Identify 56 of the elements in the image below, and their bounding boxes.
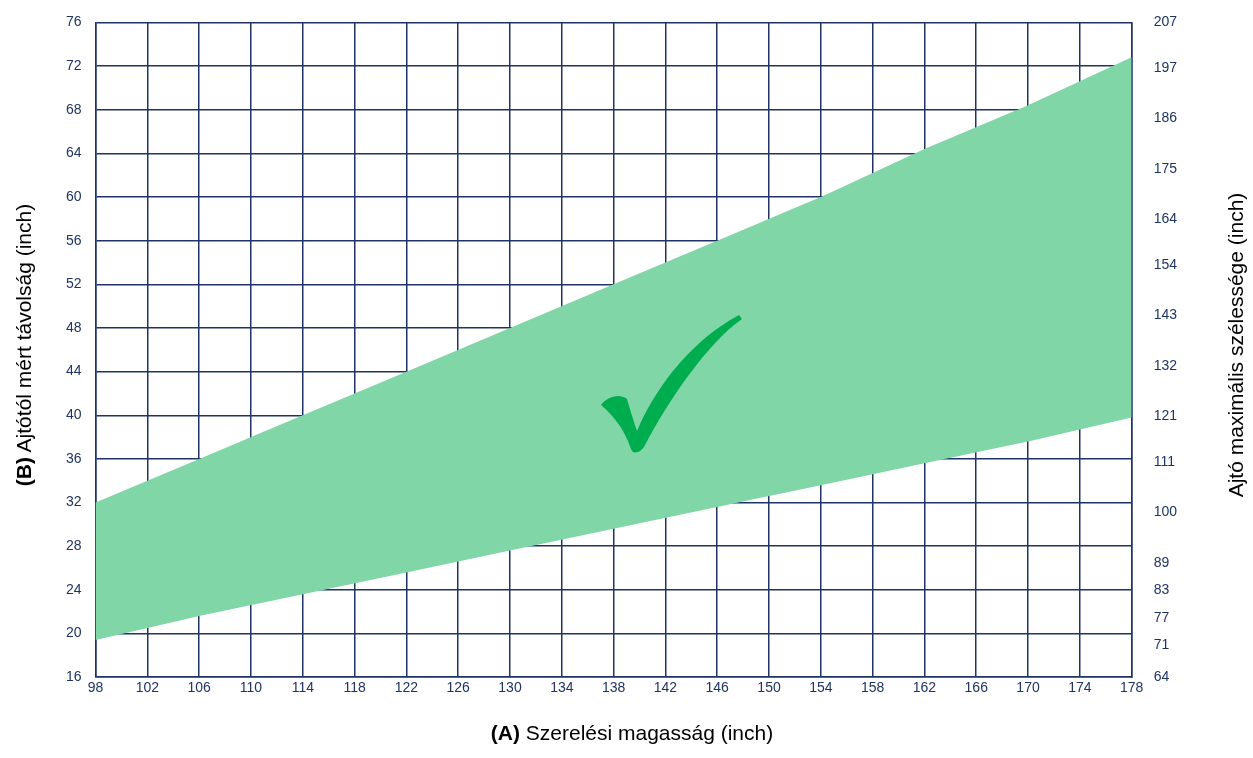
x-tick-label: 142 [653, 679, 678, 696]
y-axis-title: (B) Ajtótól mért távolság (inch) [12, 203, 35, 487]
x-tick-label: 126 [446, 679, 471, 696]
y2-tick-label: 186 [1153, 109, 1178, 126]
x-tick-label: 170 [1016, 679, 1040, 696]
x-tick-label: 130 [498, 679, 522, 696]
y2-axis-title: Ajtó maximális szélessége (inch) [1224, 192, 1248, 498]
x-tick-label: 178 [1119, 679, 1144, 696]
y2-tick-label: 197 [1153, 59, 1178, 76]
y-tick-label: 56 [65, 231, 82, 248]
y-tick-label: 48 [65, 318, 82, 335]
x-tick-label: 154 [809, 679, 833, 696]
y-tick-label: 20 [65, 624, 82, 641]
x-tick-label: 166 [964, 679, 989, 696]
y2-tick-label: 175 [1153, 159, 1178, 176]
y2-tick-label: 77 [1153, 608, 1170, 625]
x-tick-label: 114 [291, 679, 315, 696]
x-tick-label: 110 [239, 679, 263, 696]
y-tick-label: 52 [65, 275, 82, 292]
y-tick-label: 24 [65, 580, 82, 597]
y-tick-label: 76 [65, 13, 82, 30]
y2-tick-label: 154 [1153, 255, 1178, 272]
x-tick-label: 118 [343, 679, 366, 696]
y2-tick-label: 164 [1153, 210, 1178, 227]
x-axis-title: (A) Szerelési magasság (inch) [490, 721, 774, 744]
x-tick-label: 122 [394, 679, 419, 696]
y-tick-label: 16 [65, 668, 82, 685]
y2-tick-label: 111 [1153, 452, 1176, 469]
y2-tick-label: 83 [1153, 581, 1170, 598]
y-tick-label: 28 [65, 537, 82, 554]
y-tick-label: 44 [65, 362, 82, 379]
y-tick-label: 72 [65, 56, 82, 73]
y2-tick-label: 121 [1153, 407, 1178, 424]
y2-tick-label: 89 [1153, 553, 1170, 570]
y-tick-label: 36 [65, 449, 82, 466]
y2-tick-label: 71 [1153, 636, 1170, 653]
x-tick-label: 158 [860, 679, 885, 696]
x-tick-label: 102 [135, 679, 160, 696]
x-tick-label: 106 [187, 679, 212, 696]
y2-tick-label: 64 [1153, 668, 1170, 685]
x-tick-label: 174 [1068, 679, 1092, 696]
y2-tick-label: 143 [1153, 306, 1178, 323]
y-tick-label: 40 [65, 406, 82, 423]
y2-tick-label: 207 [1153, 13, 1178, 30]
y-tick-label: 60 [65, 187, 82, 204]
x-tick-label: 98 [87, 679, 104, 696]
y-tick-label: 32 [65, 493, 82, 510]
y2-tick-label: 100 [1153, 503, 1178, 520]
x-tick-label: 162 [912, 679, 937, 696]
x-tick-label: 138 [601, 679, 626, 696]
y2-tick-label: 132 [1153, 356, 1178, 373]
y-tick-label: 68 [65, 100, 82, 117]
x-tick-label: 150 [757, 679, 781, 696]
y-tick-label: 64 [65, 144, 82, 161]
x-tick-label: 134 [550, 679, 574, 696]
x-tick-label: 146 [705, 679, 730, 696]
